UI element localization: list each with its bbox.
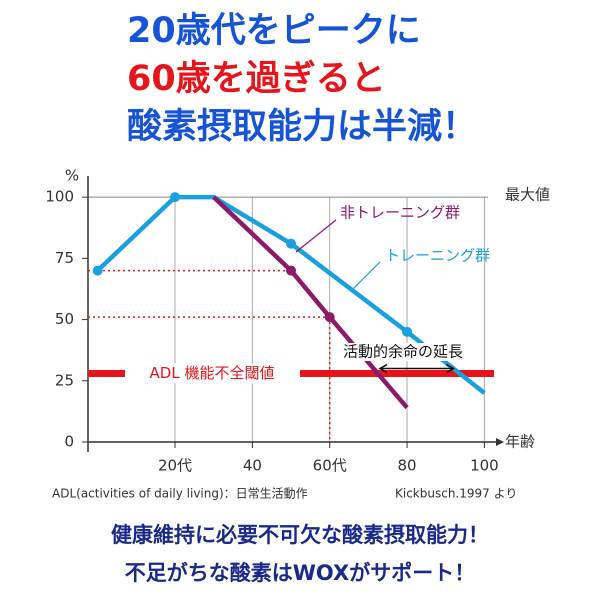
annotation-bg	[338, 343, 468, 361]
label-leader	[295, 219, 337, 253]
x-tick-label: 100	[470, 457, 499, 475]
x-axis-label: 年齢	[505, 433, 535, 451]
headline: 60歳を過ぎると	[127, 59, 386, 99]
y-tick-label: 75	[55, 249, 74, 267]
x-tick-label: 20代	[158, 457, 192, 475]
series-line	[96, 194, 486, 395]
annotation-text: 活動的余命の延長	[343, 343, 463, 361]
point	[170, 192, 181, 203]
y-tick-label: 100	[45, 188, 74, 206]
footer-line: 健康維持に必要不可欠な酸素摂取能力！	[111, 523, 489, 547]
headline: 20歳代をピークに	[127, 11, 421, 51]
point	[324, 312, 335, 323]
headline: 酸素摂取能力は半減！	[127, 107, 477, 147]
y-unit: %	[65, 167, 79, 185]
note: Kickbusch.1997 より	[395, 487, 517, 501]
max-line-label: 最大値	[505, 186, 550, 204]
series-label: 非トレーニング群	[340, 204, 460, 222]
footer-line: 不足がちな酸素はWOXがサポート！	[125, 561, 475, 585]
y-tick-label: 25	[55, 371, 74, 389]
point	[92, 265, 103, 276]
point	[286, 265, 297, 276]
arrow-head	[446, 363, 455, 374]
arrow-head	[378, 363, 388, 374]
x-arrow	[496, 438, 504, 446]
point	[286, 238, 297, 249]
x-tick-label: 80	[398, 457, 417, 475]
point	[402, 326, 413, 337]
threshold-label: ADL 機能不全閾値	[150, 364, 275, 382]
y-tick-label: 50	[55, 310, 74, 328]
x-tick-label: 40	[243, 457, 262, 475]
series-label: トレーニング群	[385, 247, 490, 265]
note: ADL(activities of daily living)：日常生活動作	[52, 487, 308, 501]
label-leader	[351, 261, 381, 291]
threshold-label-bg	[125, 363, 300, 384]
y-tick-label: 0	[64, 433, 74, 451]
series-line	[212, 195, 409, 410]
x-tick-label: 60代	[313, 457, 347, 475]
